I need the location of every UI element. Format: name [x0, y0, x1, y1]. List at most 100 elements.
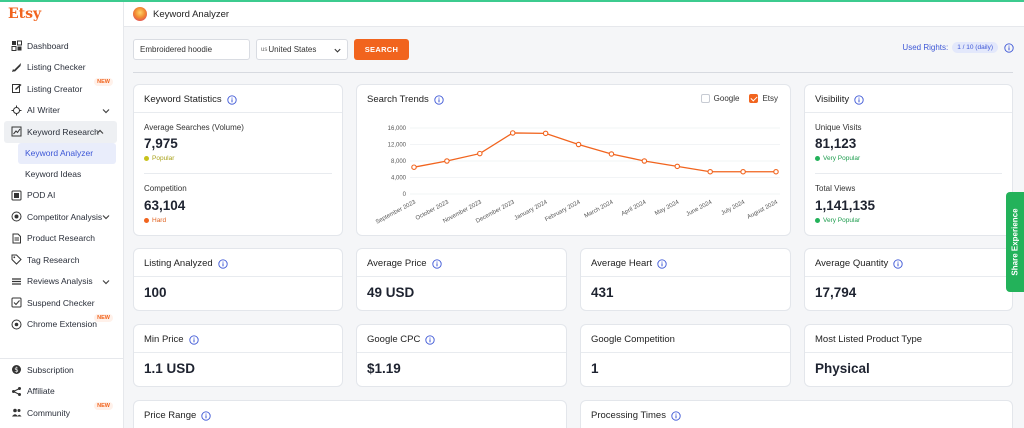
sidebar-item-affiliate[interactable]: Affiliate: [0, 381, 123, 403]
very-popular-tag-text: Very Popular: [823, 155, 861, 162]
competition-value: 63,104: [144, 198, 186, 213]
card-title-text: Average Heart: [591, 258, 653, 269]
sidebar-subitem-keyword-ideas[interactable]: Keyword Ideas: [25, 169, 82, 179]
sidebar-item-community[interactable]: Community NEW: [0, 402, 123, 424]
sidebar-subitem-keyword-analyzer[interactable]: Keyword Analyzer: [18, 142, 116, 164]
keyword-input[interactable]: [133, 39, 250, 60]
info-icon[interactable]: [201, 410, 211, 421]
card-title-text: Google Competition: [591, 334, 675, 345]
data-point: [707, 168, 713, 175]
visibility-card: Visibility Unique Visits 81,123 Very Pop…: [804, 84, 1013, 236]
card-title: Average Quantity: [815, 258, 903, 269]
rocket-icon: [10, 61, 22, 73]
sidebar-item-competitor-analysis[interactable]: Competitor Analysis: [0, 206, 123, 228]
sidebar-item-suspend-checker[interactable]: Suspend Checker: [0, 292, 123, 314]
card-title: Average Heart: [591, 258, 667, 269]
x-tick-label: June 2024: [686, 199, 714, 218]
tag-icon: [10, 254, 22, 266]
metric-card-google-competition: Google Competition 1: [580, 324, 791, 387]
unique-visits-value: 81,123: [815, 136, 857, 151]
metric-card-most-listed-product-type: Most Listed Product Type Physical: [804, 324, 1013, 387]
y-tick-label: 4,000: [391, 176, 407, 182]
data-point: [509, 130, 516, 136]
card-title: Min Price: [144, 334, 199, 345]
share-experience-button[interactable]: Share Experience: [1006, 192, 1024, 292]
share-icon: [10, 385, 22, 397]
search-button[interactable]: SEARCH: [354, 39, 409, 60]
sidebar-item-chrome-extension[interactable]: Chrome Extension NEW: [0, 313, 123, 336]
sidebar: Etsy Dashboard Listing Checker Listing C…: [0, 2, 124, 428]
country-select[interactable]: us United States: [256, 39, 348, 60]
info-icon[interactable]: [671, 410, 681, 421]
sidebar-item-label: Chrome Extension: [27, 319, 97, 330]
series-line-etsy: [413, 132, 776, 173]
info-icon[interactable]: [657, 258, 667, 269]
total-views-value: 1,141,135: [815, 198, 876, 213]
dollar-icon: $: [10, 364, 22, 376]
sidebar-item-pod-ai[interactable]: POD AI: [0, 185, 123, 207]
y-tick-label: 12,000: [388, 143, 407, 149]
info-icon[interactable]: [1004, 42, 1014, 53]
doc-icon: [10, 232, 22, 244]
y-tick-label: 0: [403, 192, 407, 198]
sidebar-item-label: Tag Research: [27, 254, 80, 265]
metric-value: 1: [591, 361, 599, 376]
metric-value: 431: [591, 285, 614, 300]
status-dot: [144, 156, 149, 161]
sidebar-nav: Dashboard Listing Checker Listing Creato…: [0, 35, 123, 335]
used-rights-label: Used Rights:: [902, 43, 949, 52]
chart-icon: [10, 126, 22, 138]
used-rights-badge: 1 / 10 (daily): [952, 42, 998, 53]
data-point: [740, 168, 746, 175]
brand-logo[interactable]: Etsy: [8, 6, 42, 22]
card-title-text: Listing Analyzed: [144, 258, 213, 269]
keyword-statistics-card: Keyword Statistics Average Searches (Vol…: [133, 84, 343, 236]
new-badge: NEW: [94, 78, 113, 86]
info-icon[interactable]: [893, 258, 903, 269]
chart-legend: Google Etsy: [700, 94, 778, 103]
status-dot: [815, 218, 820, 223]
info-icon[interactable]: [854, 94, 864, 105]
sidebar-item-keyword-research[interactable]: Keyword Research: [4, 121, 117, 143]
page-title: Keyword Analyzer: [153, 8, 230, 20]
sidebar-item-subscription[interactable]: $ Subscription: [0, 359, 123, 381]
info-icon[interactable]: [425, 334, 435, 345]
info-icon[interactable]: [188, 334, 199, 345]
metric-card-min-price: Min Price 1.1 USD: [133, 324, 343, 387]
data-point: [477, 150, 483, 157]
new-badge: NEW: [94, 313, 113, 322]
info-icon[interactable]: [218, 258, 228, 269]
etsy-checkbox[interactable]: [749, 94, 759, 103]
chevron-down-icon[interactable]: [101, 106, 111, 116]
google-checkbox[interactable]: [700, 94, 710, 103]
sidebar-item-listing-checker[interactable]: Listing Checker: [0, 57, 123, 79]
info-icon[interactable]: [226, 94, 237, 105]
chevron-down-icon[interactable]: [101, 212, 111, 222]
sidebar-item-ai-writer[interactable]: AI Writer: [0, 100, 123, 122]
metric-value: 100: [144, 285, 167, 300]
data-point: [411, 164, 417, 170]
sidebar-item-listing-creator[interactable]: Listing Creator NEW: [0, 78, 123, 100]
status-dot: [144, 218, 149, 223]
data-point: [641, 158, 648, 164]
chevron-up-icon[interactable]: [95, 127, 105, 137]
inner-divider: [144, 173, 332, 174]
sidebar-item-label: Listing Checker: [27, 62, 86, 73]
sidebar-item-tag-research[interactable]: Tag Research: [0, 249, 123, 271]
card-divider: [134, 276, 342, 277]
card-title-text: Most Listed Product Type: [815, 334, 923, 345]
metric-card-average-price: Average Price 49 USD: [356, 248, 567, 311]
sidebar-item-product-research[interactable]: Product Research: [0, 228, 123, 250]
price-range-card: Price Range: [133, 400, 567, 428]
chrome-icon: [10, 318, 22, 330]
sidebar-item-reviews-analysis[interactable]: Reviews Analysis: [0, 271, 123, 293]
card-title-text: Min Price: [144, 334, 184, 345]
very-popular-tag: Very Popular: [815, 217, 860, 224]
info-icon[interactable]: [431, 258, 442, 269]
search-trends-card: Search Trends Google Etsy 0 4,000 8,000 12,…: [356, 84, 791, 236]
sidebar-item-dashboard[interactable]: Dashboard: [0, 35, 123, 57]
info-icon[interactable]: [434, 94, 444, 105]
app-logo-icon: [133, 7, 147, 21]
chevron-down-icon[interactable]: [101, 277, 111, 287]
